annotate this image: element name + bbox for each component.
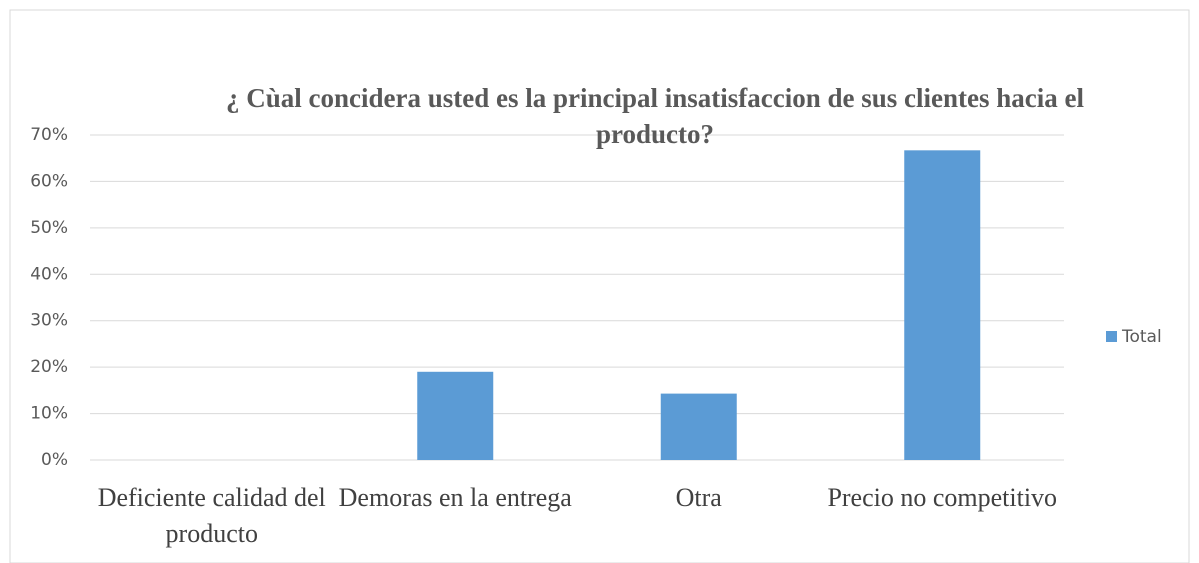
bar (904, 150, 981, 461)
x-tick-label: Deficiente calidad del producto (97, 483, 326, 548)
legend-swatch (1106, 331, 1117, 342)
legend-label: Total (1121, 327, 1162, 347)
y-tick-label: 50% (30, 218, 68, 238)
y-tick-label: 0% (41, 450, 68, 470)
x-tick-label: Otra (675, 483, 722, 512)
x-tick-label: Precio no competitivo (827, 483, 1058, 512)
y-tick-label: 30% (30, 311, 68, 331)
y-tick-label: 10% (30, 404, 68, 424)
y-tick-label: 40% (30, 264, 68, 284)
y-tick-label: 70% (30, 125, 68, 145)
y-tick-label: 60% (30, 171, 68, 191)
chart-title: ¿ Cùal concidera usted es la principal i… (225, 83, 1084, 149)
x-tick-label: Demoras en la entrega (338, 483, 572, 512)
bar (660, 393, 737, 460)
chart-border (9, 9, 1190, 563)
bar (417, 371, 494, 460)
y-tick-label: 20% (30, 357, 68, 377)
